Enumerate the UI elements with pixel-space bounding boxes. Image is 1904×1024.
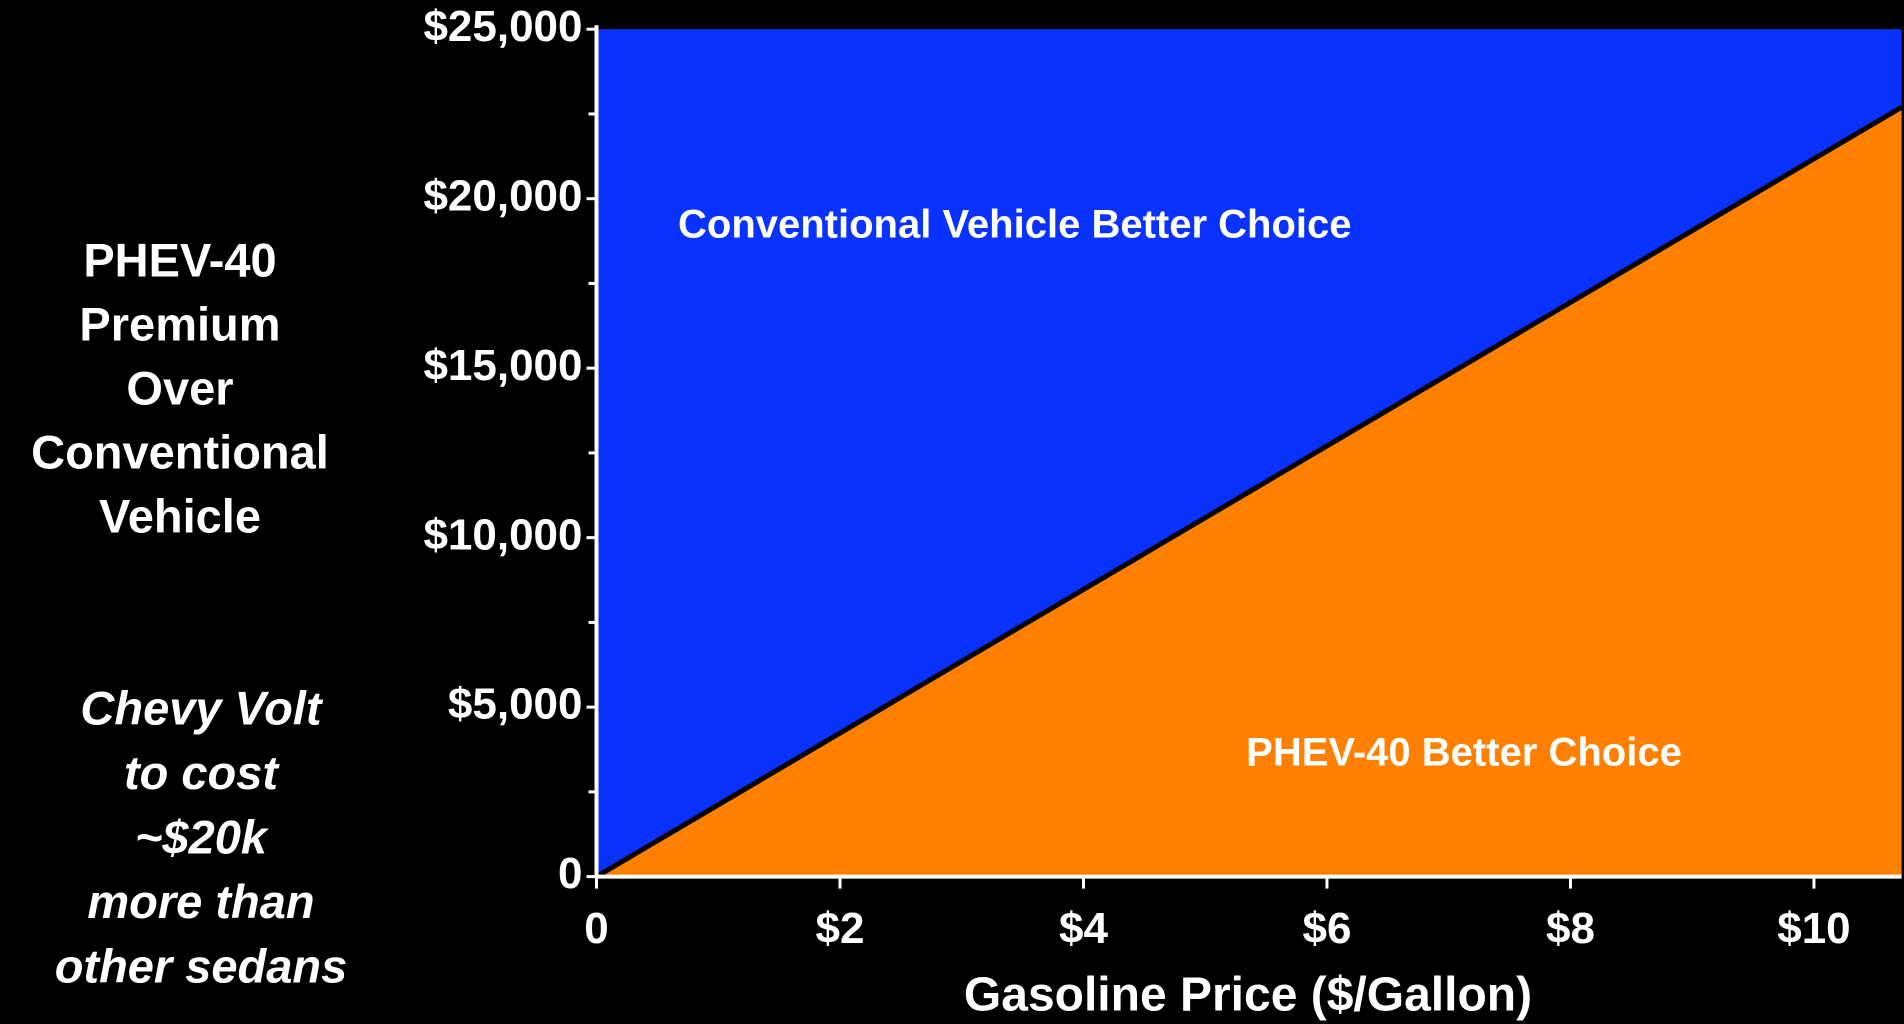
region-above xyxy=(596,29,1902,877)
y-tick-label: $10,000 xyxy=(423,510,582,559)
x-tick-label: $10 xyxy=(1777,904,1850,953)
y-axis-title-line: Over xyxy=(126,361,233,414)
y-tick-label: $5,000 xyxy=(448,680,583,729)
note-line: other sedans xyxy=(55,939,348,992)
x-tick-label: $4 xyxy=(1059,904,1108,953)
note-line: ~$20k xyxy=(135,810,270,863)
annotation: PHEV-40 Better Choice xyxy=(1246,731,1682,775)
x-tick-label: $2 xyxy=(816,904,865,953)
y-tick-label: 0 xyxy=(558,849,582,898)
y-tick-label: $20,000 xyxy=(423,171,582,220)
x-tick-label: $6 xyxy=(1302,904,1351,953)
x-tick-label: $8 xyxy=(1546,904,1595,953)
y-tick-label: $25,000 xyxy=(423,2,582,51)
y-axis-title-line: Conventional xyxy=(31,425,329,478)
y-axis-title-line: Premium xyxy=(79,297,280,350)
x-tick-label: 0 xyxy=(584,904,608,953)
note-line: more than xyxy=(87,875,314,928)
y-axis-title-line: Vehicle xyxy=(99,489,261,542)
annotation: Conventional Vehicle Better Choice xyxy=(678,203,1352,247)
y-tick-label: $15,000 xyxy=(423,341,582,390)
note-line: to cost xyxy=(124,746,280,799)
note-line: Chevy Volt xyxy=(80,681,323,734)
x-axis-title: Gasoline Price ($/Gallon) xyxy=(964,969,1532,1022)
y-axis-title-line: PHEV-40 xyxy=(83,233,276,286)
break-even-line xyxy=(595,105,1903,879)
